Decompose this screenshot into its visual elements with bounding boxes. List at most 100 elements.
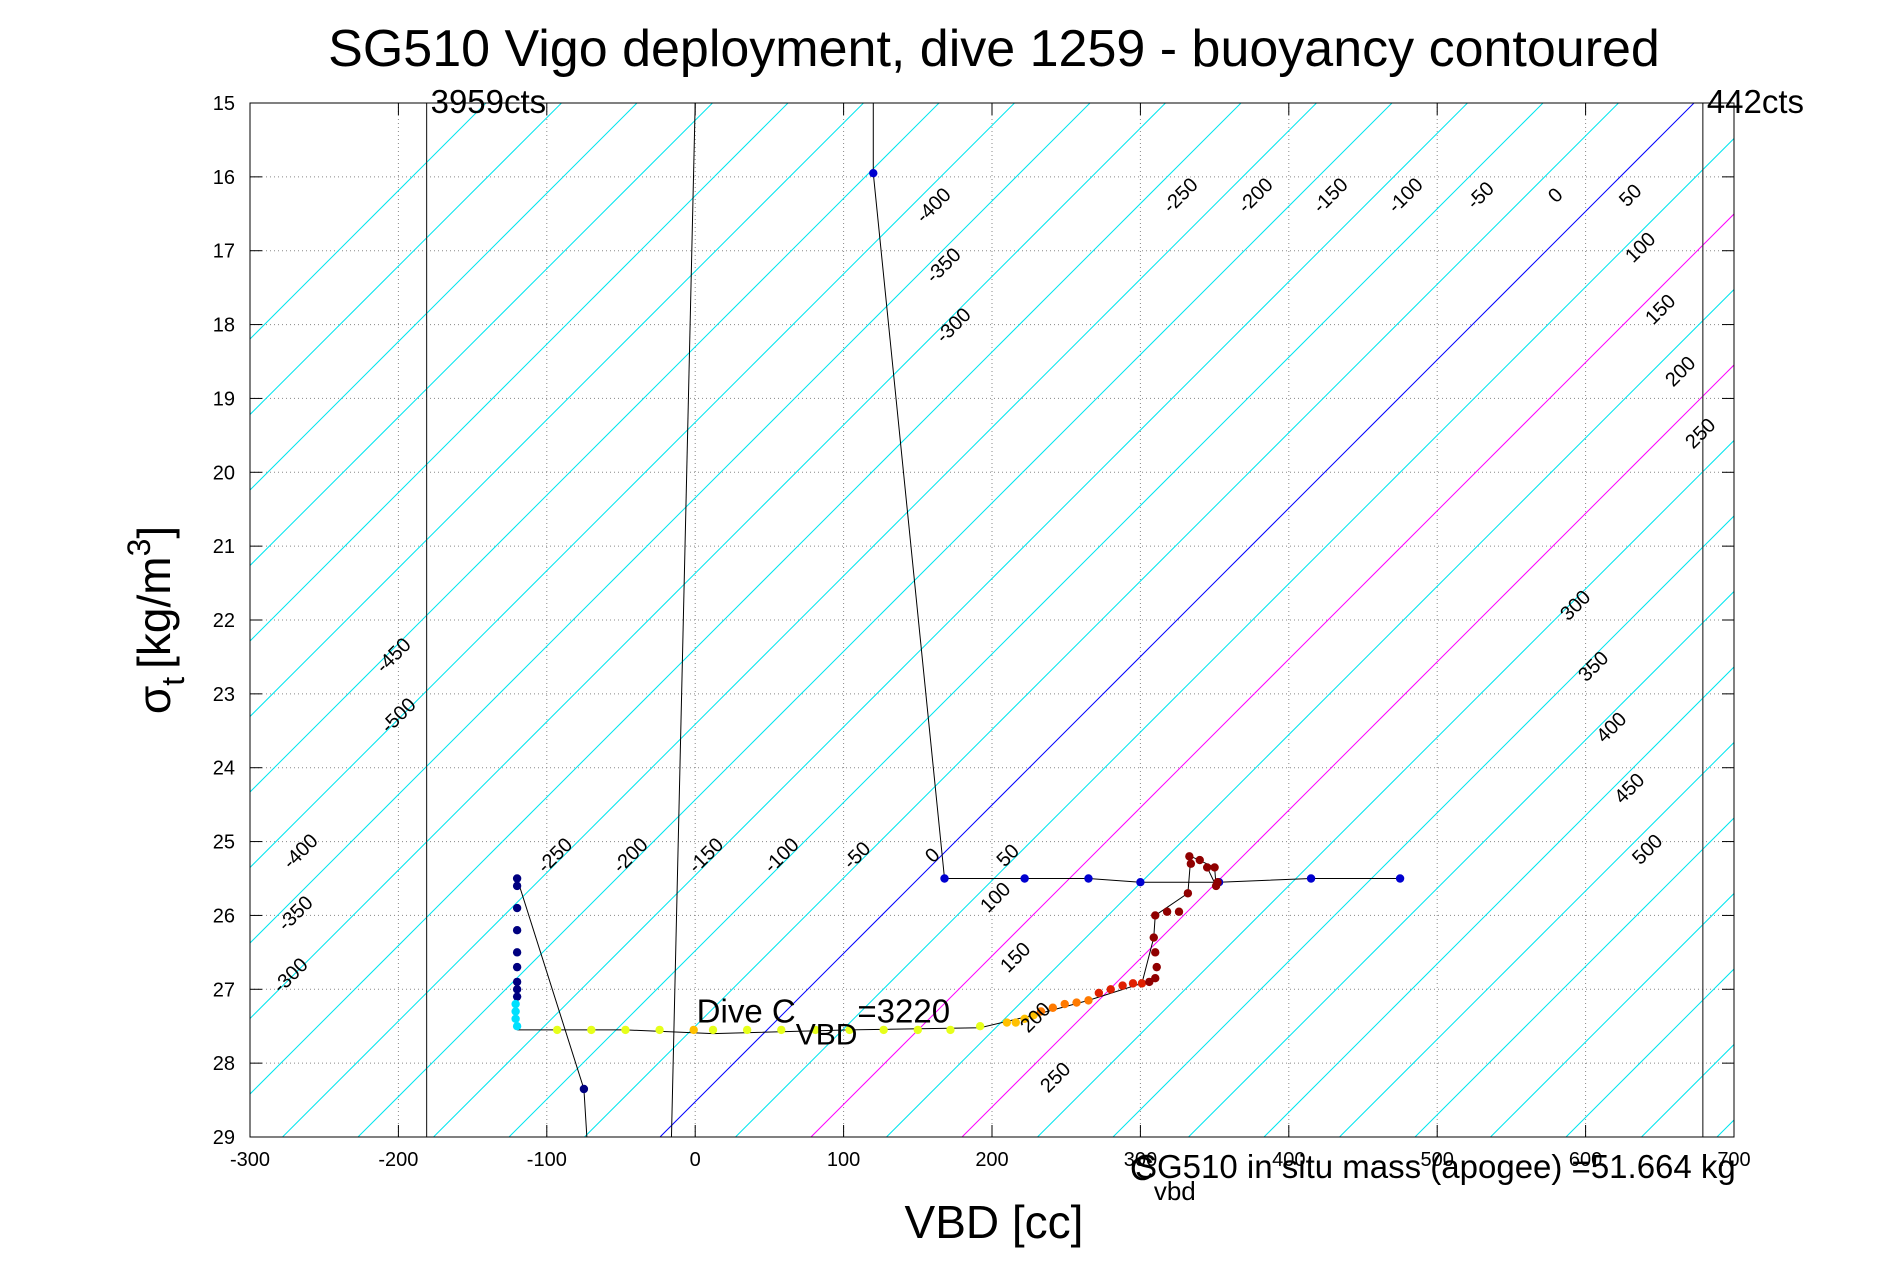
buoyancy-contour-400 bbox=[1263, 666, 1734, 1137]
buoyancy-contour--800 bbox=[250, 103, 487, 340]
y-tick-label: 17 bbox=[213, 241, 235, 263]
data-point bbox=[512, 977, 522, 987]
data-point bbox=[742, 1025, 752, 1035]
buoyancy-contour-150 bbox=[886, 288, 1734, 1137]
buoyancy-contour--450 bbox=[250, 103, 1015, 869]
data-point bbox=[1151, 974, 1160, 983]
buoyancy-contour-100 bbox=[810, 213, 1734, 1137]
data-point bbox=[811, 1025, 820, 1035]
buoyancy-contour-50 bbox=[735, 137, 1734, 1137]
data-point bbox=[1137, 979, 1147, 988]
y-tick-label: 27 bbox=[213, 979, 235, 1001]
vbd-limit-label: 3959cts bbox=[431, 83, 547, 120]
buoyancy-contour-350 bbox=[1188, 590, 1734, 1137]
data-point bbox=[655, 1025, 664, 1035]
data-point bbox=[1060, 999, 1069, 1009]
data-point bbox=[845, 1025, 854, 1035]
x-tick-label: -200 bbox=[378, 1149, 418, 1171]
x-tick-label: 400 bbox=[1272, 1149, 1305, 1171]
data-points bbox=[511, 168, 1405, 1094]
data-point bbox=[1174, 907, 1184, 916]
data-point bbox=[512, 962, 522, 972]
data-point bbox=[1195, 855, 1204, 865]
y-axis-label-superscript: 3 bbox=[121, 539, 157, 557]
y-tick-label: 20 bbox=[213, 462, 235, 484]
data-point bbox=[1020, 1014, 1029, 1024]
buoyancy-contour--750 bbox=[250, 103, 562, 416]
data-point bbox=[975, 1022, 985, 1031]
data-point bbox=[1048, 1003, 1058, 1012]
y-tick-label: 24 bbox=[213, 758, 235, 780]
data-point bbox=[512, 926, 522, 935]
buoyancy-contour--650 bbox=[250, 103, 713, 567]
data-point bbox=[1136, 877, 1145, 887]
dive-cvbd-annotation: Dive CVBD=3220 bbox=[697, 993, 950, 1052]
buoyancy-contour--500 bbox=[250, 103, 940, 793]
data-point bbox=[1183, 889, 1193, 898]
data-point bbox=[1202, 863, 1212, 872]
data-point bbox=[1128, 979, 1138, 988]
data-point bbox=[1029, 1010, 1038, 1020]
data-point bbox=[1306, 874, 1316, 883]
data-point bbox=[879, 1025, 888, 1035]
buoyancy-contour--50 bbox=[584, 103, 1619, 1137]
data-point bbox=[946, 1025, 955, 1035]
x-tick-label: 600 bbox=[1569, 1149, 1602, 1171]
data-point bbox=[1149, 933, 1158, 942]
data-point bbox=[1072, 998, 1081, 1007]
y-tick-label: 16 bbox=[213, 167, 235, 189]
data-point bbox=[1185, 852, 1194, 861]
buoyancy-contour--700 bbox=[250, 103, 638, 491]
data-point bbox=[1210, 863, 1219, 872]
data-point bbox=[777, 1025, 786, 1035]
data-point bbox=[869, 168, 878, 178]
dive-track-segment bbox=[670, 103, 696, 1137]
y-tick-label: 28 bbox=[213, 1053, 235, 1075]
buoyancy-contour--600 bbox=[250, 103, 789, 642]
buoyancy-contour--300 bbox=[250, 103, 1242, 1095]
data-point bbox=[621, 1025, 630, 1035]
x-axis-label: VBD [cc] bbox=[905, 1196, 1084, 1248]
dive-cvbd-prefix: Dive C bbox=[697, 993, 796, 1030]
data-point bbox=[1162, 907, 1172, 916]
data-point bbox=[1152, 962, 1161, 972]
data-point bbox=[1151, 911, 1160, 920]
data-point bbox=[512, 948, 522, 957]
y-axis-label-unit: [kg/m bbox=[128, 556, 180, 668]
data-point bbox=[1395, 874, 1405, 883]
data-point bbox=[512, 1022, 522, 1031]
y-tick-label: 15 bbox=[213, 93, 235, 115]
dive-cvbd-value: =3220 bbox=[857, 993, 950, 1030]
data-point bbox=[512, 985, 522, 994]
buoyancy-contour--100 bbox=[508, 103, 1544, 1137]
data-point bbox=[1211, 881, 1221, 891]
data-point bbox=[552, 1025, 562, 1035]
x-tick-label: -300 bbox=[230, 1149, 270, 1171]
data-point bbox=[512, 874, 522, 883]
data-point bbox=[587, 1025, 596, 1035]
data-point bbox=[1020, 874, 1029, 883]
data-point bbox=[1036, 1007, 1046, 1016]
data-point bbox=[1118, 981, 1127, 990]
y-tick-label: 29 bbox=[213, 1127, 235, 1149]
vbd-limit-label: 442cts bbox=[1707, 83, 1804, 120]
y-axis-label-subscript: t bbox=[155, 677, 191, 686]
data-point bbox=[579, 1084, 589, 1094]
buoyancy-contour-300 bbox=[1112, 515, 1734, 1137]
buoyancy-contours bbox=[250, 103, 1734, 1137]
cvbd-overlap-text: Cvbd bbox=[1130, 1150, 1196, 1206]
data-point bbox=[511, 1014, 520, 1024]
data-point bbox=[689, 1025, 698, 1035]
buoyancy-contour--400 bbox=[250, 103, 1091, 944]
y-tick-label: 19 bbox=[213, 388, 235, 410]
x-tick-label: 200 bbox=[975, 1149, 1008, 1171]
buoyancy-contour-200 bbox=[961, 364, 1734, 1137]
dive-cvbd-subscript: VBD bbox=[796, 1019, 858, 1052]
y-tick-label: 21 bbox=[213, 536, 235, 558]
y-axis-label-bracket: ] bbox=[128, 526, 180, 539]
data-point bbox=[1084, 874, 1093, 883]
data-point bbox=[1011, 1018, 1020, 1027]
data-point bbox=[1002, 1018, 1012, 1027]
axis-ticks: -300 -200 -100 0 100 200 300 400 500 600 700 15 16 17… bbox=[213, 93, 1751, 1171]
